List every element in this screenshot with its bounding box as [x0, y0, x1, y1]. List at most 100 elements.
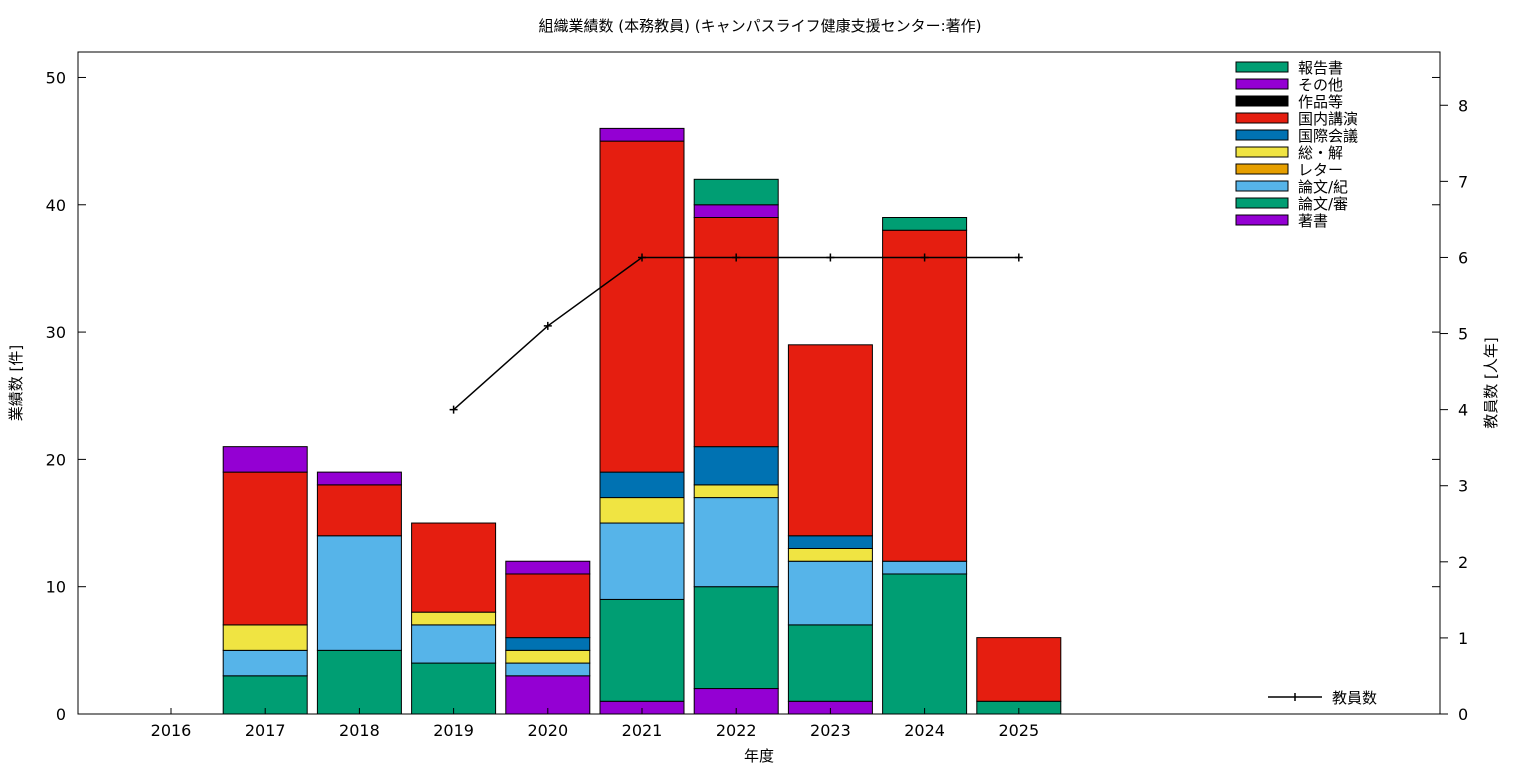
- legend-swatch: [1235, 214, 1289, 226]
- bar-segment: [599, 497, 685, 524]
- legend-label: 報告書: [1298, 59, 1343, 77]
- bar-segment: [599, 140, 685, 473]
- bar-segment: [599, 127, 685, 142]
- legend-swatch: [1235, 78, 1289, 90]
- y-tick-label: 20: [46, 450, 66, 469]
- line-legend: 教員数: [1268, 689, 1377, 707]
- bar-segment: [976, 637, 1062, 702]
- chart-title: 組織業績数 (本務教員) (キャンパスライフ健康支援センター:著作): [538, 17, 981, 35]
- bar-segment: [505, 675, 591, 715]
- bar-segment: [787, 548, 873, 562]
- bar-segment: [882, 560, 968, 575]
- legend-swatch: [1235, 112, 1289, 124]
- legend-label: 作品等: [1298, 93, 1343, 111]
- legend-label: 国際会議: [1298, 127, 1358, 145]
- y-tick-label: 0: [56, 705, 66, 724]
- legend-swatch: [1235, 129, 1289, 141]
- bar-segment: [411, 624, 497, 664]
- bar-segment: [505, 662, 591, 677]
- y2-axis-label: 教員数 [人年]: [1482, 337, 1500, 428]
- bar-layer: [222, 127, 1062, 715]
- bar-segment: [787, 560, 873, 626]
- x-tick-label: 2023: [810, 721, 851, 740]
- y2-tick-label: 7: [1458, 172, 1468, 191]
- y2-tick-label: 3: [1458, 477, 1468, 496]
- y2-tick-label: 4: [1458, 401, 1468, 420]
- legend-label: 著書: [1298, 212, 1328, 230]
- bar-segment: [222, 446, 308, 473]
- bar-segment: [693, 484, 779, 499]
- legend-swatch: [1235, 163, 1289, 175]
- bar-segment: [316, 649, 402, 715]
- bar-segment: [411, 611, 497, 626]
- bar-segment: [693, 497, 779, 588]
- bar-segment: [693, 217, 779, 448]
- legend-label: レター: [1298, 161, 1343, 179]
- x-tick-label: 2024: [904, 721, 945, 740]
- x-tick-label: 2016: [151, 721, 192, 740]
- bar-segment: [411, 662, 497, 715]
- y2-tick-label: 2: [1458, 553, 1468, 572]
- y-axis: 0 10 20 30 40 50: [46, 68, 1440, 724]
- legend-label: 論文/紀: [1298, 178, 1348, 196]
- x-tick-label: 2017: [245, 721, 286, 740]
- bar-segment: [787, 624, 873, 702]
- y2-tick-label: 6: [1458, 248, 1468, 267]
- bar-segment: [599, 522, 685, 600]
- y2-tick-label: 0: [1458, 705, 1468, 724]
- bar-segment: [316, 484, 402, 537]
- staff-line-point: [1014, 253, 1023, 262]
- bar-segment: [787, 535, 873, 549]
- bar-segment: [411, 522, 497, 613]
- bar-segment: [222, 649, 308, 677]
- y-axis-label: 業績数 [件]: [7, 345, 25, 421]
- legend-swatch: [1235, 146, 1289, 158]
- x-tick-label: 2020: [527, 721, 568, 740]
- x-tick-label: 2019: [433, 721, 474, 740]
- bar-segment: [882, 217, 968, 231]
- legend-swatch: [1235, 61, 1289, 73]
- bar-segment: [222, 471, 308, 626]
- y-tick-label: 50: [46, 68, 66, 87]
- y2-tick-label: 5: [1458, 325, 1468, 344]
- x-tick-label: 2018: [339, 721, 380, 740]
- bar-segment: [882, 573, 968, 715]
- bar-segment: [599, 598, 685, 702]
- y-tick-label: 10: [46, 578, 66, 597]
- bar-segment: [505, 637, 591, 651]
- staff-line-point: [826, 253, 835, 262]
- bar-segment: [222, 624, 308, 651]
- legend-label: 総・解: [1298, 144, 1343, 162]
- plot-frame: [77, 51, 1441, 715]
- staff-line-point: [638, 253, 646, 262]
- x-tick-label: 2025: [998, 721, 1039, 740]
- bar-segment: [693, 204, 779, 218]
- line-layer: [449, 253, 1023, 414]
- y-tick-label: 30: [46, 323, 66, 342]
- bar-segment: [599, 471, 685, 499]
- legend-swatch: [1235, 197, 1289, 209]
- legend-label: 国内講演: [1298, 110, 1358, 128]
- bar-segment: [693, 446, 779, 486]
- x-axis-label: 年度: [744, 747, 774, 765]
- staff-line-point: [449, 405, 458, 414]
- bar-segment: [505, 649, 591, 664]
- legend-label: 論文/審: [1298, 195, 1348, 213]
- staff-line-point: [543, 321, 552, 330]
- bar-segment: [222, 675, 308, 715]
- staff-line-point: [920, 253, 929, 262]
- bar-segment: [882, 229, 968, 562]
- bar-segment: [505, 573, 591, 639]
- y-tick-label: 40: [46, 196, 66, 215]
- bar-segment: [316, 471, 402, 486]
- x-tick-label: 2021: [622, 721, 663, 740]
- y2-tick-label: 1: [1458, 629, 1468, 648]
- bar-segment: [787, 344, 873, 537]
- legend-swatch: [1235, 180, 1289, 192]
- legend-swatch: [1235, 95, 1289, 107]
- legend-label: その他: [1298, 76, 1343, 94]
- bar-segment: [316, 535, 402, 651]
- line-legend-label: 教員数: [1332, 689, 1377, 707]
